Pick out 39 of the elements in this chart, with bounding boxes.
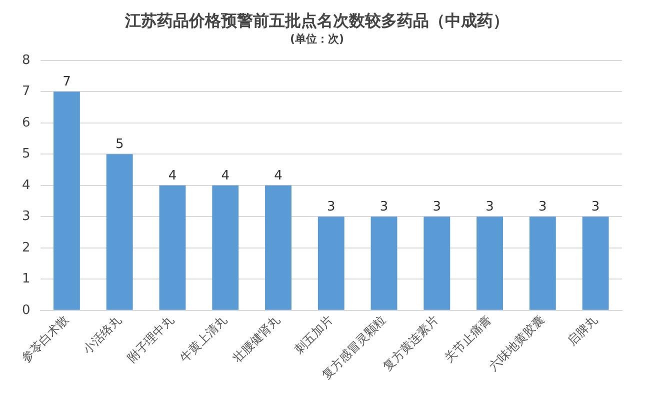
bar — [159, 185, 186, 310]
chart-subtitle: (单位：次) — [290, 32, 344, 46]
bar — [212, 185, 239, 310]
bar — [265, 185, 292, 310]
data-label: 4 — [274, 168, 282, 184]
bar — [370, 216, 398, 310]
y-tick-label: 3 — [22, 209, 30, 224]
data-label: 7 — [62, 74, 71, 90]
data-label: 3 — [432, 200, 442, 215]
y-tick-label: 5 — [22, 146, 30, 162]
data-label: 3 — [591, 200, 600, 215]
bar — [476, 216, 504, 310]
y-tick-label: 6 — [22, 115, 30, 130]
y-tick-label: 7 — [22, 84, 30, 100]
x-tick-label: 启脾丸 — [564, 312, 600, 348]
y-tick-label: 2 — [22, 240, 30, 256]
data-label: 5 — [115, 137, 124, 152]
x-tick-label: 壮腰健肾丸 — [230, 312, 283, 366]
data-label: 3 — [326, 200, 336, 215]
data-label: 3 — [380, 200, 388, 215]
data-label: 4 — [221, 168, 230, 184]
x-tick-label: 刺五加片 — [292, 312, 336, 357]
data-label: 4 — [168, 168, 177, 184]
y-tick-label: 8 — [22, 52, 30, 68]
x-tick-label: 附子理中丸 — [124, 312, 177, 366]
data-label: 3 — [538, 200, 547, 215]
bar — [529, 216, 556, 310]
y-tick-label: 0 — [22, 302, 30, 318]
x-tick-label: 小活络丸 — [80, 312, 124, 357]
bar — [318, 216, 344, 310]
y-tick-label: 4 — [22, 178, 30, 193]
bar — [424, 216, 450, 310]
data-label: 3 — [486, 200, 494, 215]
bar — [106, 154, 133, 310]
chart-title: 江苏药品价格预警前五批点名次数较多药品（中成药） — [124, 10, 509, 30]
x-tick-label: 牛黄上清丸 — [177, 312, 230, 366]
bar — [53, 92, 80, 310]
bar — [582, 216, 609, 310]
y-tick-label: 1 — [22, 272, 30, 287]
